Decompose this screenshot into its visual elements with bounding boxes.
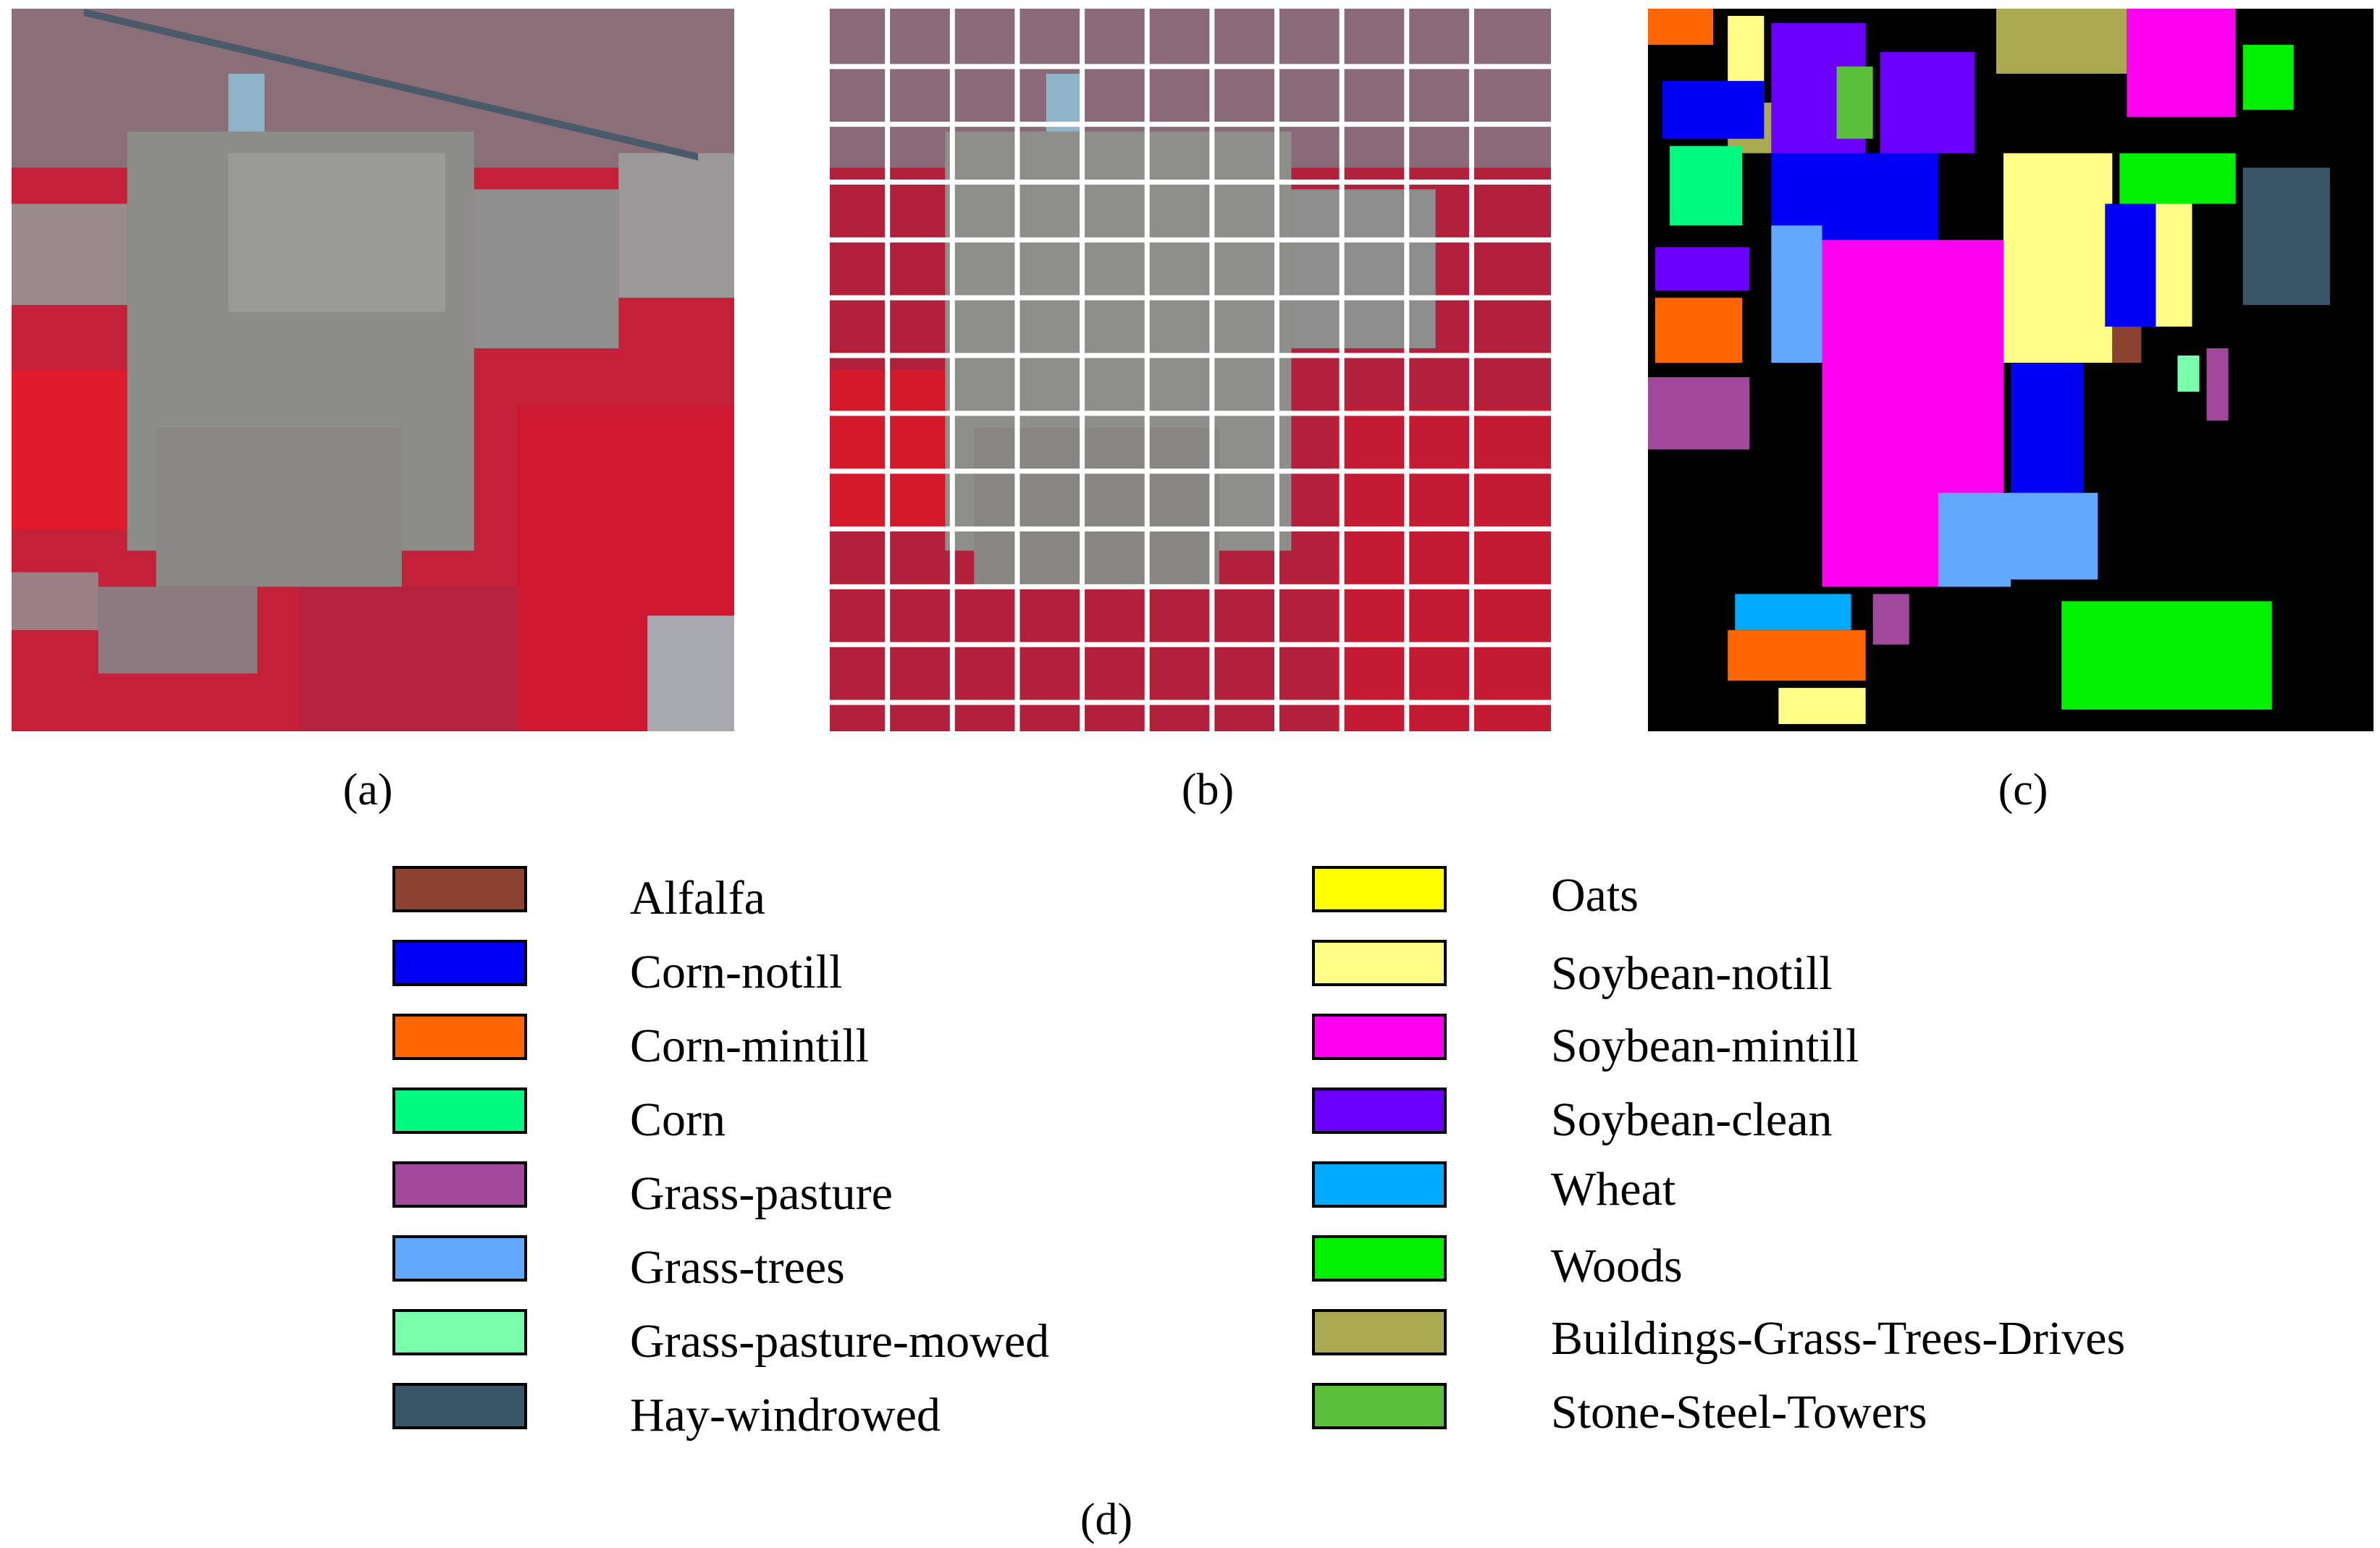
legend-swatch [392, 940, 527, 986]
legend-label: Soybean-clean [1551, 1093, 1833, 1146]
legend-label: Buildings-Grass-Trees-Drives [1551, 1312, 2126, 1365]
legend-label: Corn [630, 1093, 726, 1146]
legend-label: Soybean-mintill [1551, 1019, 1859, 1072]
caption-c: (c) [1998, 765, 2048, 815]
legend-label: Wheat [1551, 1163, 1676, 1216]
legend-label: Grass-trees [630, 1241, 845, 1294]
legend-label: Grass-pasture [630, 1167, 893, 1220]
legend-swatch [1312, 1161, 1447, 1208]
superpixel-segmentation-graphic [830, 9, 1551, 731]
legend-swatch [392, 1383, 527, 1429]
legend-swatch [1312, 1088, 1447, 1134]
legend-label: Oats [1551, 869, 1639, 922]
legend-swatch [1312, 866, 1447, 912]
legend-swatch [1312, 1383, 1447, 1429]
caption-d: (d) [1080, 1495, 1133, 1544]
legend-swatch [1312, 940, 1447, 986]
false-color-image-graphic [12, 9, 734, 731]
legend-label: Soybean-notill [1551, 947, 1833, 1000]
legend-swatch [392, 1161, 527, 1208]
legend-swatch [1312, 1309, 1447, 1355]
legend-label: Hay-windrowed [630, 1389, 941, 1442]
legend-label: Corn-mintill [630, 1019, 869, 1072]
ground-truth-map [1648, 9, 2373, 731]
superpixel-segmentation-image [830, 9, 1551, 731]
false-color-image [12, 9, 734, 731]
legend-label: Woods [1551, 1240, 1683, 1292]
legend-swatch [392, 866, 527, 912]
caption-b: (b) [1181, 765, 1235, 815]
caption-a: (a) [342, 765, 393, 815]
ground-truth-map-graphic [1648, 9, 2373, 731]
legend-label: Grass-pasture-mowed [630, 1315, 1050, 1368]
legend-label: Alfalfa [630, 872, 765, 925]
legend-label: Stone-Steel-Towers [1551, 1386, 1927, 1439]
legend-swatch [392, 1014, 527, 1060]
legend-swatch [392, 1309, 527, 1355]
legend-label: Corn-notill [630, 946, 843, 998]
legend-swatch [392, 1235, 527, 1282]
legend-swatch [392, 1088, 527, 1134]
legend-swatch [1312, 1235, 1447, 1282]
legend-swatch [1312, 1014, 1447, 1060]
